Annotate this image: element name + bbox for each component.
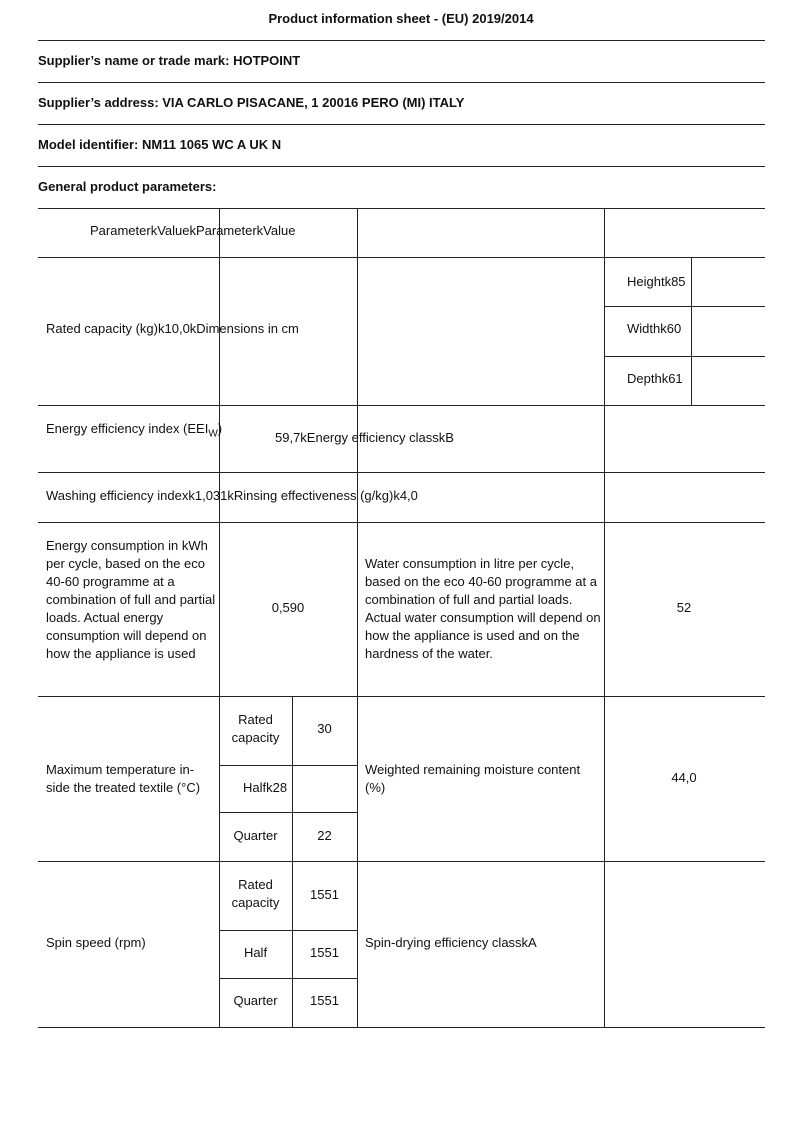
spin-rated-value: 1551 xyxy=(310,887,339,902)
supplier-address: Supplier’s address: VIA CARLO PISACANE, … xyxy=(38,95,465,110)
table-rule xyxy=(219,978,357,979)
energy-consumption-label: Energy consumption in kWh per cycle, bas… xyxy=(46,538,216,661)
water-consumption-value: 52 xyxy=(676,600,692,615)
moisture-label: Weighted remaining moisture content (%) xyxy=(365,762,581,795)
table-rule xyxy=(38,696,765,697)
table-rule xyxy=(292,696,293,1027)
energy-consumption-value: 0,590 xyxy=(271,600,305,615)
moisture-value: 44,0 xyxy=(671,770,697,785)
height-cell: Heightk85 xyxy=(627,274,686,289)
divider xyxy=(38,40,765,41)
table-rule xyxy=(219,208,220,1028)
supplier-name: Supplier’s name or trade mark: HOTPOINT xyxy=(38,53,301,68)
divider xyxy=(38,166,765,167)
temp-quarter-value: 22 xyxy=(317,828,332,843)
spin-quarter-label: Quarter xyxy=(233,993,278,1008)
max-temperature-label: Maximum temperature in-side the treated … xyxy=(46,762,201,795)
table-rule xyxy=(38,861,765,862)
table-rule xyxy=(219,812,357,813)
table-rule xyxy=(38,257,765,258)
washing-efficiency-row: Washing efficiency indexk1,031kRinsing e… xyxy=(46,488,418,503)
depth-cell: Depthk61 xyxy=(627,371,683,386)
temp-rated-label: Rated capacity xyxy=(231,712,280,745)
table-rule xyxy=(38,522,765,523)
spin-speed-label: Spin speed (rpm) xyxy=(46,935,146,950)
spin-half-label: Half xyxy=(243,945,268,960)
temp-rated-value: 30 xyxy=(317,721,332,736)
table-rule xyxy=(38,405,765,406)
table-rule xyxy=(219,930,357,931)
spin-drying-class: Spin-drying efficiency classkA xyxy=(365,935,537,950)
table-rule xyxy=(604,208,605,1028)
water-consumption-label: Water consumption in litre per cycle, ba… xyxy=(365,556,601,661)
table-rule xyxy=(357,208,358,1028)
spin-half-value: 1551 xyxy=(310,945,339,960)
spin-rated-label: Rated capacity xyxy=(231,877,280,910)
spin-quarter-value: 1551 xyxy=(310,993,339,1008)
eei-value-row: 59,7kEnergy efficiency classkB xyxy=(275,430,454,445)
model-identifier: Model identifier: NM11 1065 WC A UK N xyxy=(38,137,282,152)
temp-half-cell: Halfk28 xyxy=(243,780,288,795)
eei-label: Energy efficiency index (EEIW) xyxy=(46,421,223,440)
width-cell: Widthk60 xyxy=(627,321,682,336)
table-rule xyxy=(38,472,765,473)
divider xyxy=(38,124,765,125)
table-rule xyxy=(604,306,765,307)
divider xyxy=(38,82,765,83)
temp-quarter-label: Quarter xyxy=(233,828,278,843)
general-parameters-heading: General product parameters: xyxy=(38,179,217,194)
table-rule xyxy=(219,765,357,766)
table-rule xyxy=(38,208,765,209)
table-rule xyxy=(38,1027,765,1028)
page-title: Product information sheet - (EU) 2019/20… xyxy=(268,11,534,26)
table-header: ParameterkValuekParameterkValue xyxy=(90,223,296,238)
rated-capacity-row: Rated capacity (kg)k10,0kDimensions in c… xyxy=(46,321,299,336)
table-rule xyxy=(691,257,692,405)
table-rule xyxy=(604,356,765,357)
